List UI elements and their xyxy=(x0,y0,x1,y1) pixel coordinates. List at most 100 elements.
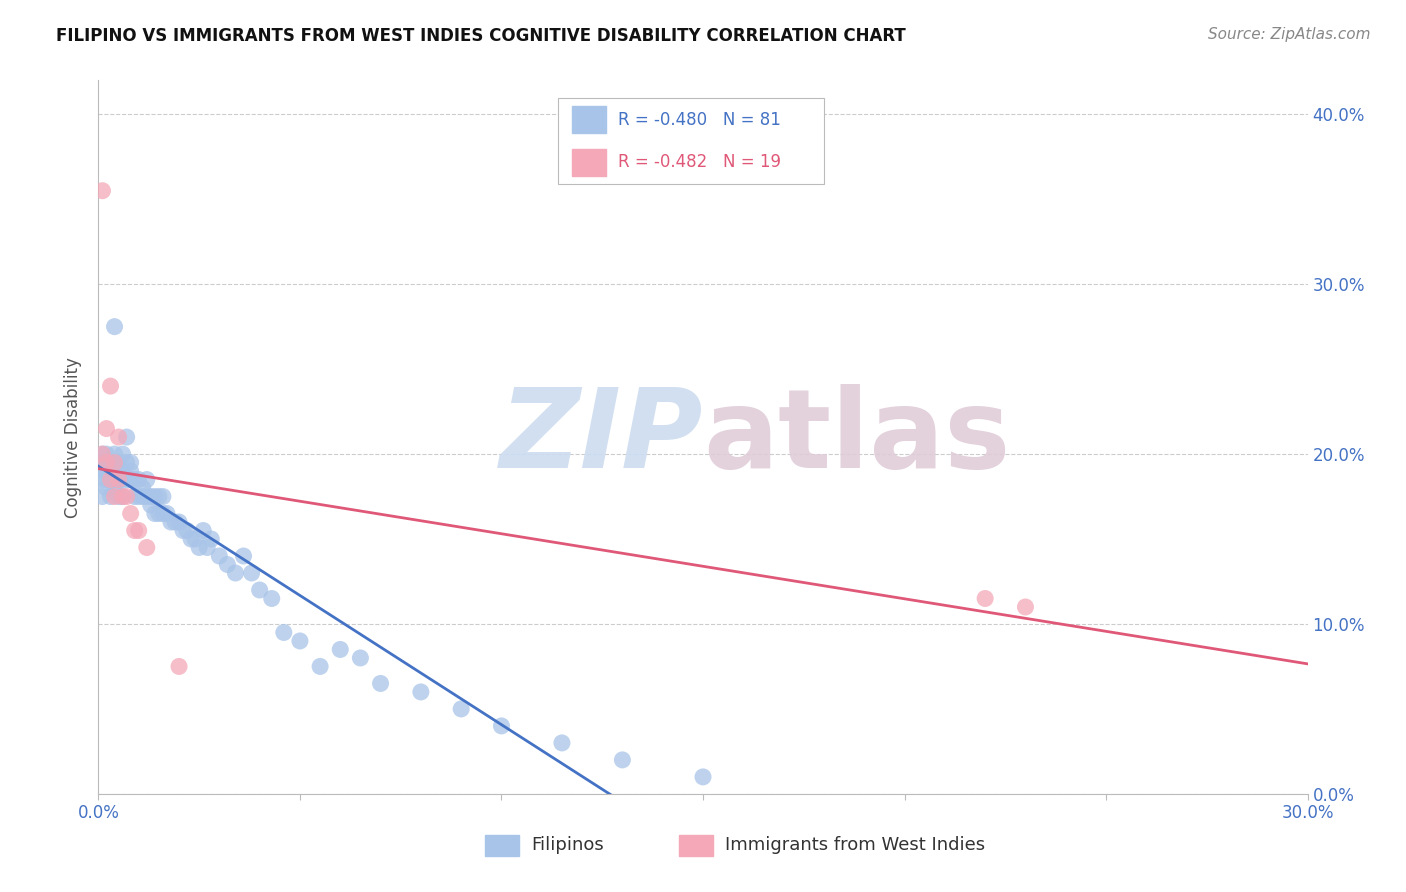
Point xyxy=(103,456,125,470)
Point xyxy=(103,473,125,487)
Point xyxy=(107,473,129,487)
Point xyxy=(1014,599,1036,614)
Point xyxy=(128,473,150,487)
Point xyxy=(163,515,186,529)
Point xyxy=(193,524,215,538)
Point xyxy=(143,490,166,504)
Point xyxy=(115,490,138,504)
Point xyxy=(249,582,271,597)
Point xyxy=(111,490,134,504)
Point xyxy=(107,490,129,504)
Point xyxy=(111,447,134,461)
Point xyxy=(132,481,155,495)
Point xyxy=(107,456,129,470)
Point xyxy=(111,490,134,504)
Point xyxy=(96,481,118,495)
Point xyxy=(551,736,574,750)
Point xyxy=(152,507,174,521)
Point xyxy=(124,490,146,504)
Point xyxy=(96,456,118,470)
Point xyxy=(195,541,218,555)
Point xyxy=(409,685,432,699)
Text: Source: ZipAtlas.com: Source: ZipAtlas.com xyxy=(1208,27,1371,42)
Point xyxy=(91,447,114,461)
Bar xyxy=(572,106,606,133)
Point xyxy=(167,659,190,673)
Point xyxy=(115,456,138,470)
Point xyxy=(135,541,157,555)
Point xyxy=(260,591,283,606)
Text: R = -0.482   N = 19: R = -0.482 N = 19 xyxy=(619,153,782,171)
Point xyxy=(184,532,207,546)
Point xyxy=(103,481,125,495)
Point xyxy=(135,490,157,504)
Point xyxy=(612,753,634,767)
Point xyxy=(224,566,246,580)
Point xyxy=(103,447,125,461)
Point xyxy=(120,473,142,487)
Point xyxy=(156,507,179,521)
Point xyxy=(91,473,114,487)
Point xyxy=(100,379,122,393)
Y-axis label: Cognitive Disability: Cognitive Disability xyxy=(65,357,83,517)
Point xyxy=(100,473,122,487)
Point xyxy=(100,456,122,470)
Point xyxy=(180,532,202,546)
Point xyxy=(160,515,183,529)
Point xyxy=(96,464,118,478)
Point xyxy=(176,524,198,538)
Point xyxy=(96,456,118,470)
Point xyxy=(120,464,142,478)
Point xyxy=(91,464,114,478)
Point xyxy=(370,676,392,690)
Point xyxy=(100,473,122,487)
Point xyxy=(148,507,170,521)
Point xyxy=(100,490,122,504)
Point xyxy=(107,473,129,487)
Text: Immigrants from West Indies: Immigrants from West Indies xyxy=(724,837,984,855)
Point xyxy=(974,591,997,606)
Bar xyxy=(679,835,713,856)
Point xyxy=(491,719,513,733)
Point xyxy=(96,421,118,435)
Point xyxy=(217,558,239,572)
Point xyxy=(107,464,129,478)
Point xyxy=(172,524,194,538)
Point xyxy=(128,524,150,538)
Point xyxy=(103,319,125,334)
Point xyxy=(288,634,311,648)
Point xyxy=(107,430,129,444)
Point xyxy=(96,473,118,487)
Point xyxy=(450,702,472,716)
Point xyxy=(120,507,142,521)
Point xyxy=(692,770,714,784)
Point xyxy=(148,490,170,504)
Bar xyxy=(485,835,519,856)
Point xyxy=(111,464,134,478)
Point xyxy=(135,473,157,487)
Point xyxy=(100,473,122,487)
Point xyxy=(200,532,222,546)
Point xyxy=(124,524,146,538)
Point xyxy=(232,549,254,563)
Point xyxy=(103,490,125,504)
Point xyxy=(100,464,122,478)
Point xyxy=(91,490,114,504)
Point xyxy=(309,659,332,673)
Point xyxy=(115,473,138,487)
Bar xyxy=(572,149,606,176)
Text: Filipinos: Filipinos xyxy=(531,837,605,855)
Point xyxy=(188,541,211,555)
Point xyxy=(124,473,146,487)
Point xyxy=(139,498,162,512)
Point xyxy=(208,549,231,563)
Point xyxy=(103,464,125,478)
Point xyxy=(128,490,150,504)
Point xyxy=(91,447,114,461)
Point xyxy=(167,515,190,529)
Point xyxy=(329,642,352,657)
Point xyxy=(143,507,166,521)
Point xyxy=(349,651,371,665)
Point xyxy=(152,490,174,504)
Text: ZIP: ZIP xyxy=(499,384,703,491)
